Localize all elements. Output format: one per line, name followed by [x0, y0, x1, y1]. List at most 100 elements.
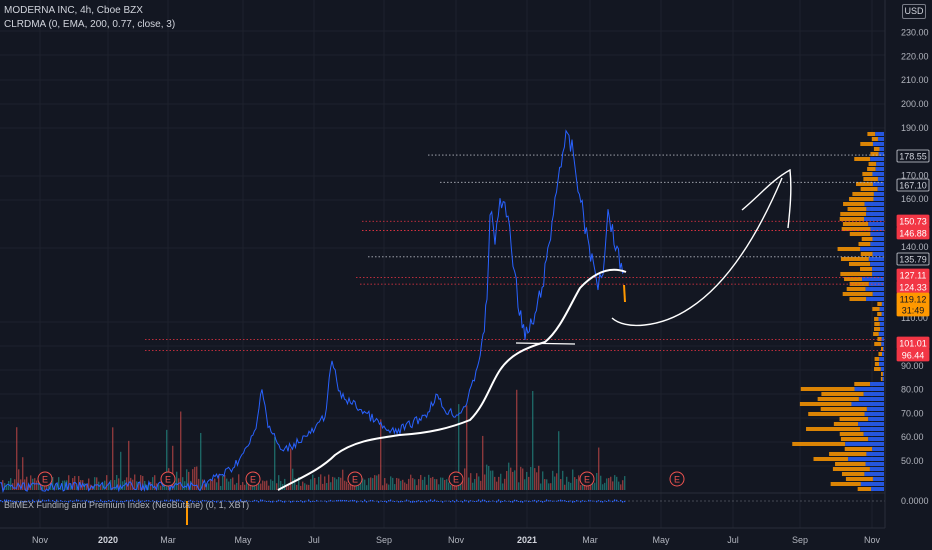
- profile-bar-blue: [877, 137, 884, 141]
- price-label-text: 146.88: [899, 229, 927, 239]
- volume-bar: [418, 479, 420, 490]
- funding-bar: [166, 499, 168, 502]
- funding-bar: [498, 499, 500, 502]
- earnings-marker-label: E: [250, 475, 256, 485]
- volume-bar: [194, 467, 196, 490]
- volume-bar: [348, 484, 350, 490]
- funding-bar: [400, 501, 402, 503]
- volume-bar: [402, 479, 404, 490]
- funding-bar: [244, 500, 246, 502]
- volume-bar: [240, 485, 242, 490]
- volume-bar: [458, 404, 460, 490]
- profile-bar-orange: [817, 397, 859, 401]
- funding-bar: [304, 501, 306, 503]
- volume-bar: [616, 476, 618, 490]
- profile-bar-blue: [872, 252, 884, 256]
- volume-bar: [284, 478, 286, 490]
- funding-bar: [212, 500, 214, 502]
- profile-bar-orange: [847, 207, 867, 211]
- volume-bar: [148, 482, 150, 490]
- earnings-marker-icon: [245, 471, 261, 487]
- funding-bar: [398, 501, 400, 503]
- profile-bar-orange: [813, 457, 849, 461]
- funding-bar: [388, 500, 390, 502]
- profile-bar-orange: [840, 257, 869, 261]
- funding-bar: [520, 501, 522, 503]
- ema-line: [277, 268, 627, 491]
- volume-bar: [128, 440, 130, 490]
- profile-bar-blue: [876, 162, 884, 166]
- profile-bar-blue: [879, 147, 884, 151]
- volume-bar: [156, 483, 158, 490]
- funding-bar: [306, 500, 308, 502]
- funding-bar: [518, 501, 520, 502]
- funding-bar: [352, 499, 354, 502]
- symbol-title[interactable]: MODERNA INC, 4h, Cboe BZX: [4, 5, 143, 16]
- funding-bar: [554, 500, 556, 502]
- funding-bar: [330, 499, 332, 502]
- funding-bar: [486, 501, 488, 503]
- profile-bar-blue: [866, 452, 884, 456]
- funding-bar: [104, 501, 106, 503]
- funding-bar: [522, 501, 524, 503]
- profile-bar-blue: [881, 342, 884, 346]
- profile-bar-orange: [867, 132, 876, 136]
- funding-bar: [218, 500, 220, 502]
- price-axis[interactable]: 230.00 220.00 210.00 200.00 190.00 170.00 160.…: [884, 0, 932, 528]
- profile-bar-blue: [868, 257, 884, 261]
- funding-bar: [364, 499, 366, 502]
- funding-bar: [584, 501, 586, 502]
- volume-bar: [338, 476, 340, 490]
- profile-bar-blue: [866, 297, 884, 301]
- funding-bar: [272, 501, 274, 503]
- volume-bar: [208, 483, 210, 490]
- volume-bar: [6, 485, 8, 490]
- profile-bar-blue: [870, 232, 884, 236]
- funding-bar: [202, 499, 204, 502]
- funding-bar: [496, 501, 498, 503]
- volume-bar: [566, 476, 568, 490]
- volume-bar: [258, 483, 260, 490]
- funding-bar: [46, 500, 48, 502]
- indicator-legend[interactable]: CLRDMA (0, EMA, 200, 0.77, close, 3): [4, 19, 176, 30]
- volume-bar: [314, 478, 316, 490]
- profile-bar-blue: [875, 167, 884, 171]
- profile-bar-orange: [849, 197, 874, 201]
- funding-bar: [460, 501, 462, 502]
- funding-bar: [68, 501, 70, 503]
- price-label-text: 127.11: [900, 271, 927, 281]
- volume-bar: [26, 476, 28, 490]
- profile-bar-orange: [820, 407, 867, 411]
- volume-bar: [562, 470, 564, 490]
- funding-bar: [228, 501, 230, 502]
- currency-button[interactable]: USD: [902, 4, 926, 19]
- profile-bar-orange: [867, 167, 876, 171]
- profile-bar-blue: [851, 402, 884, 406]
- time-tick-label: Nov: [32, 535, 49, 545]
- volume-bar: [524, 479, 526, 490]
- funding-bar: [454, 501, 456, 503]
- volume-bar: [334, 477, 336, 490]
- funding-bar: [56, 499, 58, 502]
- time-axis[interactable]: Nov 2020 Mar May Jul Sep Nov 2021 Mar May Jul Sep No…: [32, 535, 881, 545]
- lower-indicator-legend[interactable]: BitMEX Funding and Premium Index (NeoBut…: [4, 500, 250, 510]
- funding-bar: [224, 500, 226, 502]
- funding-bar: [174, 500, 176, 502]
- price-label-text: 124.33: [899, 283, 927, 293]
- funding-bar: [176, 499, 178, 502]
- price-label-text: 135.79: [899, 255, 927, 265]
- profile-bar-blue: [863, 392, 884, 396]
- funding-bar: [26, 501, 28, 503]
- volume-bar: [430, 477, 432, 490]
- price-label-text: 96.44: [902, 351, 925, 361]
- profile-bar-orange: [860, 187, 878, 191]
- volume-bar: [78, 476, 80, 490]
- funding-bar: [510, 501, 512, 503]
- volume-bar: [516, 389, 518, 490]
- volume-bar: [298, 477, 300, 490]
- funding-bar: [242, 501, 244, 502]
- funding-bar: [452, 500, 454, 502]
- volume-bar: [504, 478, 506, 490]
